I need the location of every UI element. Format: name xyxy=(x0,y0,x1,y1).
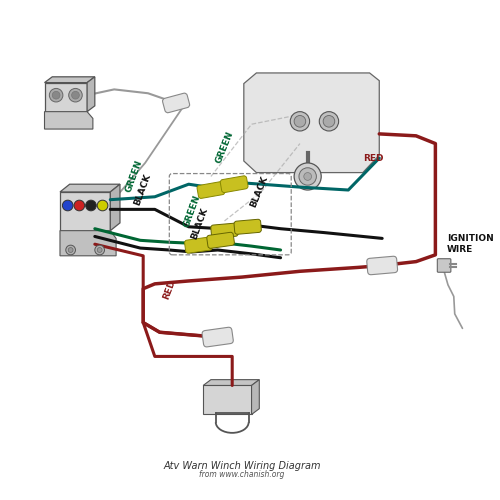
Circle shape xyxy=(294,163,321,190)
Text: Atv Warn Winch Wiring Diagram: Atv Warn Winch Wiring Diagram xyxy=(163,460,320,470)
Circle shape xyxy=(294,116,306,127)
Circle shape xyxy=(320,112,338,131)
Text: RED: RED xyxy=(162,278,177,300)
Circle shape xyxy=(74,200,85,211)
Text: GREEN: GREEN xyxy=(124,158,144,194)
Circle shape xyxy=(97,248,102,252)
Circle shape xyxy=(304,172,312,180)
Text: GREEN: GREEN xyxy=(214,130,235,165)
FancyBboxPatch shape xyxy=(162,93,190,113)
FancyBboxPatch shape xyxy=(367,256,398,274)
FancyBboxPatch shape xyxy=(202,328,234,347)
Circle shape xyxy=(68,248,73,252)
Polygon shape xyxy=(87,77,95,112)
Text: IGNITION
WIRE: IGNITION WIRE xyxy=(447,234,494,254)
FancyBboxPatch shape xyxy=(207,232,234,248)
Polygon shape xyxy=(44,112,93,129)
FancyBboxPatch shape xyxy=(211,223,238,238)
Circle shape xyxy=(72,92,80,99)
Circle shape xyxy=(290,112,310,131)
Text: from www.chanish.org: from www.chanish.org xyxy=(199,470,284,480)
Circle shape xyxy=(299,168,316,185)
FancyBboxPatch shape xyxy=(234,220,262,234)
Polygon shape xyxy=(44,77,95,82)
Polygon shape xyxy=(60,230,116,256)
Polygon shape xyxy=(110,184,120,230)
Circle shape xyxy=(97,200,108,211)
Text: BLACK: BLACK xyxy=(190,206,209,240)
Polygon shape xyxy=(203,386,252,414)
Polygon shape xyxy=(44,82,87,112)
FancyBboxPatch shape xyxy=(184,237,212,253)
FancyBboxPatch shape xyxy=(438,258,451,272)
Polygon shape xyxy=(244,73,380,172)
Circle shape xyxy=(52,92,60,99)
FancyBboxPatch shape xyxy=(197,182,225,198)
Circle shape xyxy=(323,116,335,127)
Text: GREEN: GREEN xyxy=(182,194,202,228)
Circle shape xyxy=(95,245,104,255)
Circle shape xyxy=(62,200,73,211)
Circle shape xyxy=(50,88,63,102)
Circle shape xyxy=(66,245,76,255)
FancyBboxPatch shape xyxy=(220,176,248,192)
Text: BLACK: BLACK xyxy=(132,172,152,206)
Polygon shape xyxy=(203,380,260,386)
Text: BLACK: BLACK xyxy=(249,174,270,208)
Circle shape xyxy=(86,200,96,211)
Text: RED: RED xyxy=(363,154,384,163)
Polygon shape xyxy=(252,380,260,414)
Circle shape xyxy=(68,88,82,102)
Polygon shape xyxy=(60,184,120,192)
Polygon shape xyxy=(60,192,110,230)
